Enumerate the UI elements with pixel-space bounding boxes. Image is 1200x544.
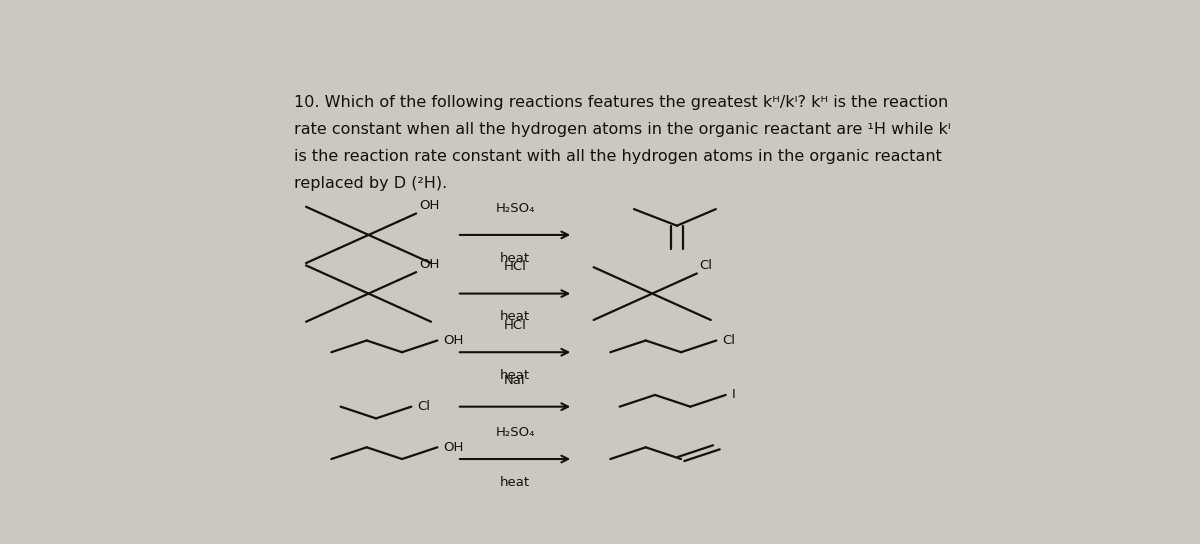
Text: heat: heat — [500, 369, 530, 382]
Text: H₂SO₄: H₂SO₄ — [496, 202, 535, 215]
Text: OH: OH — [419, 199, 439, 212]
Text: OH: OH — [419, 257, 439, 270]
Text: 10. Which of the following reactions features the greatest kᴴ/kᴵ? kᴴ is the reac: 10. Which of the following reactions fea… — [294, 95, 948, 109]
Text: HCl: HCl — [504, 319, 527, 332]
Text: Cl: Cl — [700, 259, 713, 273]
Text: H₂SO₄: H₂SO₄ — [496, 426, 535, 439]
Text: rate constant when all the hydrogen atoms in the organic reactant are ¹H while k: rate constant when all the hydrogen atom… — [294, 122, 952, 137]
Text: heat: heat — [500, 252, 530, 265]
Text: OH: OH — [443, 441, 463, 454]
Text: is the reaction rate constant with all the hydrogen atoms in the organic reactan: is the reaction rate constant with all t… — [294, 149, 942, 164]
Text: heat: heat — [500, 310, 530, 323]
Text: Cl: Cl — [722, 334, 734, 347]
Text: heat: heat — [500, 476, 530, 489]
Text: replaced by D (²H).: replaced by D (²H). — [294, 176, 448, 191]
Text: HCl: HCl — [504, 261, 527, 274]
Text: I: I — [731, 388, 736, 401]
Text: Cl: Cl — [416, 400, 430, 413]
Text: NaI: NaI — [504, 374, 526, 387]
Text: OH: OH — [443, 334, 463, 347]
